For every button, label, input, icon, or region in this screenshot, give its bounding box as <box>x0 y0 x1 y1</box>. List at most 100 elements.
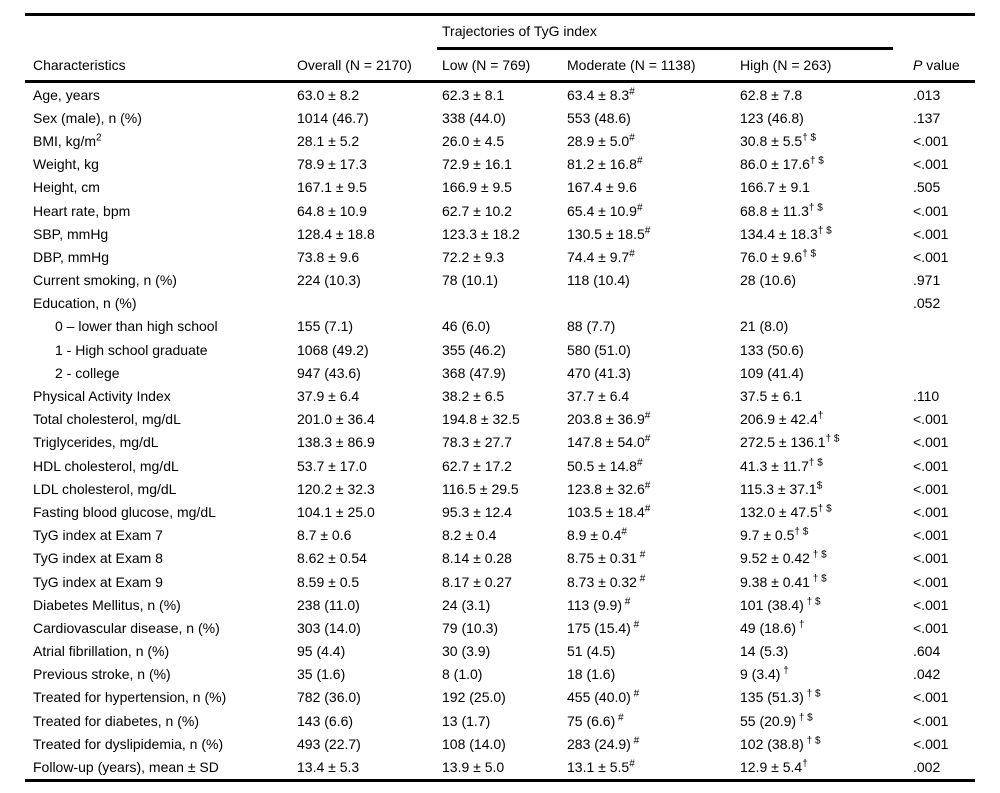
row-label: DBP, mmHg <box>33 248 109 265</box>
cell-pvalue: .604 <box>913 643 941 660</box>
cell-high: 133 (50.6) <box>740 341 804 358</box>
cell-pvalue: <.001 <box>913 480 949 497</box>
significance-marker: † $ <box>817 225 832 237</box>
cell-moderate: 8.75 ± 0.31 # <box>567 549 646 567</box>
cell-pvalue: <.001 <box>913 712 949 729</box>
cell-low: 194.8 ± 32.5 <box>442 411 520 428</box>
cell-low: 78 (10.1) <box>442 272 499 289</box>
stats-table: Trajectories of TyG index Characteristic… <box>25 13 975 782</box>
cell-high: 123 (46.8) <box>740 109 804 126</box>
cell-low <box>442 292 567 315</box>
significance-marker: † <box>817 410 824 422</box>
row-label: HDL cholesterol, mg/dL <box>33 457 179 474</box>
row-label: Treated for diabetes, n (%) <box>33 712 200 729</box>
cell-high: 14 (5.3) <box>740 643 789 660</box>
cell-high: 135 (51.3) † $ <box>740 688 821 706</box>
cell-pvalue: <.001 <box>913 573 949 590</box>
row-label: Education, n (%) <box>33 295 137 312</box>
significance-marker: # <box>636 572 646 584</box>
table-row: Physical Activity Index 37.9 ± 6.4 38.2 ± … <box>25 384 975 407</box>
cell-low: 355 (46.2) <box>442 341 506 358</box>
cell-pvalue: .052 <box>913 295 941 312</box>
significance-marker: # <box>636 201 643 213</box>
cell-low: 108 (14.0) <box>442 735 506 752</box>
table-row: DBP, mmHg 73.8 ± 9.6 72.2 ± 9.3 74.4 ± 9.7#… <box>25 245 975 268</box>
col-header-low: Low (N = 769) <box>442 50 567 83</box>
cell-low: 78.3 ± 27.7 <box>442 434 512 451</box>
cell-high: 9.38 ± 0.41 † $ <box>740 572 827 590</box>
cell-moderate: 8.73 ± 0.32 # <box>567 572 646 590</box>
cell-low: 79 (10.3) <box>442 619 499 636</box>
row-label: Treated for hypertension, n (%) <box>33 689 227 706</box>
cell-low: 8.17 ± 0.27 <box>442 573 512 590</box>
cell-overall: 37.9 ± 6.4 <box>297 388 360 405</box>
row-label: TyG index at Exam 7 <box>33 527 163 544</box>
cell-moderate: 75 (6.6) # <box>567 712 624 729</box>
cell-moderate: 51 (4.5) <box>567 643 616 660</box>
row-label: Fasting blood glucose, mg/dL <box>33 503 216 520</box>
cell-low: 368 (47.9) <box>442 364 506 381</box>
col-header-characteristics: Characteristics <box>25 50 297 83</box>
significance-marker: † <box>802 758 808 770</box>
cell-pvalue: <.001 <box>913 411 949 428</box>
cell-pvalue: <.001 <box>913 248 949 265</box>
cell-moderate: 50.5 ± 14.8# <box>567 456 643 474</box>
cell-low: 38.2 ± 6.5 <box>442 388 505 405</box>
cell-moderate: 147.8 ± 54.0# <box>567 433 651 451</box>
cell-high: 101 (38.4) † $ <box>740 596 821 613</box>
row-label: 0 – lower than high school <box>55 318 218 335</box>
cell-moderate <box>567 292 740 315</box>
significance-marker: † $ <box>809 549 827 561</box>
table-row: Heart rate, bpm 64.8 ± 10.9 62.7 ± 10.2 65.… <box>25 199 975 222</box>
cell-low: 116.5 ± 29.5 <box>442 480 519 497</box>
cell-pvalue: .505 <box>913 179 941 196</box>
cell-overall: 138.3 ± 86.9 <box>297 434 375 451</box>
cell-high: 37.5 ± 6.1 <box>740 388 803 405</box>
cell-overall: 8.62 ± 0.54 <box>297 550 367 567</box>
cell-overall: 64.8 ± 10.9 <box>297 202 367 219</box>
cell-moderate: 103.5 ± 18.4# <box>567 503 651 520</box>
cell-overall: 1068 (49.2) <box>297 341 369 358</box>
cell-high: 134.4 ± 18.3† $ <box>740 225 832 242</box>
cell-pvalue: .002 <box>913 759 941 776</box>
cell-low: 30 (3.9) <box>442 643 491 660</box>
cell-moderate: 113 (9.9) # <box>567 596 631 613</box>
col-header-overall: Overall (N = 2170) <box>297 50 442 83</box>
cell-high: 9.7 ± 0.5† $ <box>740 526 809 544</box>
row-label: Previous stroke, n (%) <box>33 666 171 683</box>
cell-overall: 782 (36.0) <box>297 689 361 706</box>
row-label: Total cholesterol, mg/dL <box>33 411 181 428</box>
significance-marker: † $ <box>825 433 840 445</box>
significance-marker: $ <box>816 480 823 492</box>
cell-high: 132.0 ± 47.5† $ <box>740 503 832 520</box>
cell-overall: 120.2 ± 32.3 <box>297 480 375 497</box>
cell-overall: 155 (7.1) <box>297 318 354 335</box>
cell-overall: 238 (11.0) <box>297 596 360 613</box>
cell-low: 72.2 ± 9.3 <box>442 248 505 265</box>
table-row: Total cholesterol, mg/dL 201.0 ± 36.4 194.… <box>25 408 975 431</box>
table-row: Treated for diabetes, n (%) 143 (6.6) 13 (… <box>25 709 975 732</box>
col-header-pvalue: P value <box>913 50 975 83</box>
cell-moderate: 37.7 ± 6.4 <box>567 388 630 405</box>
cell-moderate: 63.4 ± 8.3# <box>567 85 635 103</box>
cell-low: 8 (1.0) <box>442 666 483 683</box>
cell-low: 13 (1.7) <box>442 712 491 729</box>
cell-overall: 53.7 ± 17.0 <box>297 457 367 474</box>
cell-low: 192 (25.0) <box>442 689 506 706</box>
cell-moderate: 580 (51.0) <box>567 341 631 358</box>
spanner-spacer <box>25 15 297 51</box>
table-row: 2 - college 947 (43.6) 368 (47.9) 470 (41.3… <box>25 361 975 384</box>
significance-marker: † $ <box>802 248 817 260</box>
cell-low: 95.3 ± 12.4 <box>442 503 512 520</box>
cell-low: 166.9 ± 9.5 <box>442 179 512 196</box>
significance-marker: # <box>629 132 635 144</box>
significance-marker: # <box>630 688 640 700</box>
cell-pvalue: .110 <box>913 388 940 405</box>
cell-high: 9.52 ± 0.42 † $ <box>740 549 827 567</box>
row-label: 1 - High school graduate <box>55 341 208 358</box>
significance-marker: # <box>636 155 643 167</box>
spanner-spacer <box>913 15 975 51</box>
cell-high: 102 (38.8) † $ <box>740 735 821 752</box>
cell-overall: 95 (4.4) <box>297 643 346 660</box>
row-label: Atrial fibrillation, n (%) <box>33 643 170 660</box>
